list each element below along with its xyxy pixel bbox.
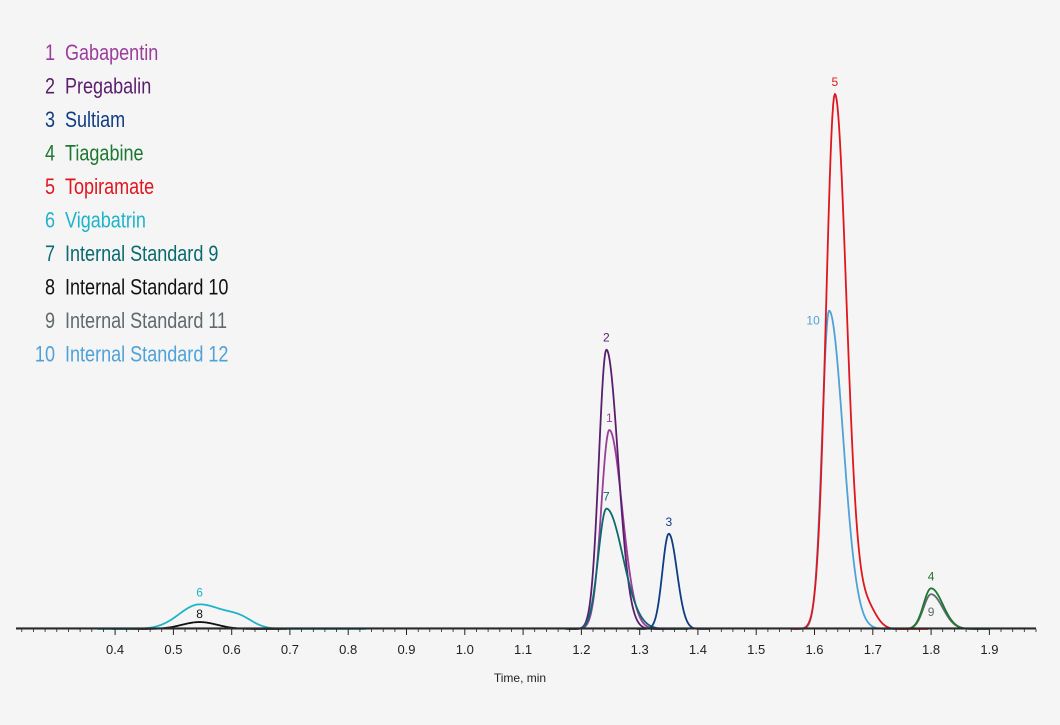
x-axis-title: Time, min [494,671,546,685]
trace-peak-4 [892,587,990,630]
legend-number-1: 1 [45,41,55,65]
x-tick-label: 1.9 [980,642,998,657]
legend-entry-vigabatrin: Vigabatrin [65,209,146,233]
trace-peak-1 [568,429,674,630]
peak-label-2: 2 [603,331,610,345]
legend-entry-tiagabine: Tiagabine [65,142,144,166]
x-tick-label: 1.0 [456,642,474,657]
legend-number-2: 2 [45,75,55,99]
peak-label-3: 3 [665,515,672,529]
x-axis-ticks: 0.4 0.5 0.6 0.7 0.8 0.9 1.0 1.1 1.2 1.3 1.4 1.5 1.6 1… [21,629,1037,657]
x-tick-label: 1.7 [864,642,882,657]
x-tick-label: 1.3 [631,642,649,657]
trace-peak-6 [97,603,366,630]
trace-peak-3 [636,532,711,630]
peak-labels: 1 2 3 4 5 6 7 8 9 10 [196,75,935,621]
peak-label-9: 9 [928,605,935,619]
x-tick-label: 0.9 [397,642,415,657]
peak-label-8: 8 [196,607,203,621]
legend-number-4: 4 [45,142,55,166]
legend-number-9: 9 [45,309,55,333]
legend-entry-internal-standard-10: Internal Standard 10 [65,276,228,300]
x-tick-label: 0.6 [223,642,241,657]
trace-peak-10 [793,309,900,630]
trace-peak-5 [791,93,929,630]
peak-label-6: 6 [196,585,203,599]
legend-entry-pregabalin: Pregabalin [65,75,151,99]
legend-number-7: 7 [45,242,55,266]
legend-number-3: 3 [45,108,55,132]
legend-entry-gabapentin: Gabapentin [65,41,158,65]
legend-entry-internal-standard-9: Internal Standard 9 [65,242,218,266]
peak-label-10: 10 [806,314,820,328]
x-tick-label: 0.4 [106,642,124,657]
legend-number-8: 8 [45,276,55,300]
legend-number-10: 10 [35,343,55,367]
peak-label-7: 7 [603,490,610,504]
legend-entry-internal-standard-11: Internal Standard 11 [65,309,227,333]
legend-number-5: 5 [45,175,55,199]
x-tick-label: 1.1 [514,642,532,657]
x-tick-label: 0.8 [339,642,357,657]
legend-entry-topiramate: Topiramate [65,175,154,199]
peak-label-4: 4 [928,569,935,583]
x-tick-label: 0.5 [164,642,182,657]
x-tick-label: 0.7 [281,642,299,657]
legend: 1 Gabapentin 2 Pregabalin 3 Sultiam 4 Tiagabine… [35,41,228,367]
x-tick-label: 1.2 [572,642,590,657]
x-tick-label: 1.8 [922,642,940,657]
legend-entry-internal-standard-12: Internal Standard 12 [65,343,228,367]
trace-peak-2 [568,348,666,630]
peak-label-1: 1 [606,411,613,425]
legend-number-6: 6 [45,209,55,233]
x-tick-label: 1.5 [747,642,765,657]
x-tick-label: 1.6 [805,642,823,657]
peak-label-5: 5 [832,75,839,89]
x-tick-label: 1.4 [689,642,707,657]
legend-entry-sultiam: Sultiam [65,108,125,132]
